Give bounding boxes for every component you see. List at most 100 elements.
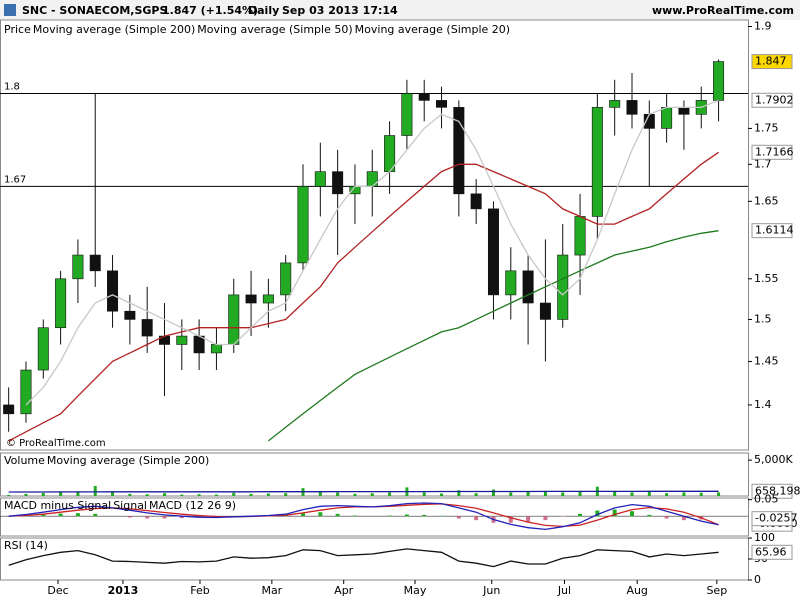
value-box-bg xyxy=(751,144,793,160)
x-tick-label: Mar xyxy=(261,584,282,597)
legend-entry: Moving average (Simple 50) xyxy=(197,23,352,36)
panel-frame xyxy=(0,497,749,537)
legend-entry: RSI (14) xyxy=(4,539,48,552)
volume-bar xyxy=(59,492,63,496)
candle-body xyxy=(37,327,49,371)
volume-bar xyxy=(578,491,582,496)
series-line xyxy=(8,490,719,493)
value-box: 1.6114 xyxy=(751,223,794,239)
candle-body xyxy=(678,107,690,115)
volume-bar xyxy=(318,490,322,496)
volume-bar xyxy=(630,492,634,496)
volume-bar xyxy=(249,493,253,496)
candle-body xyxy=(55,278,67,329)
histogram-bar xyxy=(93,513,98,517)
histogram-bar xyxy=(595,510,600,517)
candle-body xyxy=(418,93,430,101)
volume-bar xyxy=(543,490,547,496)
histogram-bar xyxy=(543,516,548,521)
candle-body xyxy=(453,107,465,195)
candle-body xyxy=(713,61,725,101)
legend-entry: MACD minus Signal xyxy=(4,499,111,512)
volume-bar xyxy=(440,493,444,496)
volume-bar xyxy=(388,492,392,496)
volume-bar xyxy=(145,494,149,496)
level-label: 1.67 xyxy=(4,174,26,185)
logo-icon xyxy=(4,4,16,16)
histogram-bar xyxy=(318,512,323,517)
candle-body xyxy=(193,335,205,354)
y-tick-label: 1.55 xyxy=(754,272,779,285)
volume-bar xyxy=(422,492,426,496)
value-box: -0.0257 xyxy=(751,511,797,527)
volume-bar xyxy=(613,490,617,496)
plot-area xyxy=(8,548,719,568)
candle-body xyxy=(297,186,309,264)
candle-body xyxy=(522,270,534,304)
value-box-label: 65.96 xyxy=(755,545,787,558)
volume-bar xyxy=(370,493,374,496)
candle-body xyxy=(557,254,569,320)
candle-body xyxy=(661,107,673,129)
candle-body xyxy=(3,404,15,415)
volume-bar xyxy=(457,490,461,496)
candle-body xyxy=(280,262,292,296)
panel-frame xyxy=(0,452,749,497)
candle-body xyxy=(210,344,222,354)
volume-bar xyxy=(526,491,530,496)
histogram-bar xyxy=(508,516,513,523)
value-box-label: 1.7166 xyxy=(755,145,794,158)
panel-frame xyxy=(0,19,749,451)
volume-bar xyxy=(682,492,686,496)
candle-body xyxy=(470,193,482,210)
histogram-bar xyxy=(301,512,306,517)
y-tick-label: 1.5 xyxy=(754,312,772,325)
histogram-bar xyxy=(664,516,669,519)
legend-entry: Volume xyxy=(4,454,45,467)
candle-body xyxy=(89,254,101,272)
histogram-bar xyxy=(179,516,184,519)
x-tick-label: Feb xyxy=(190,584,209,597)
histogram-bar xyxy=(681,516,686,521)
candle-body xyxy=(228,294,240,345)
candle-body xyxy=(141,319,153,337)
volume-bar xyxy=(214,494,218,496)
histogram-bar xyxy=(474,516,479,521)
series-line xyxy=(8,548,719,568)
candle-body xyxy=(332,171,344,195)
value-box: 1.7902 xyxy=(751,92,794,108)
plot-area xyxy=(0,502,748,531)
volume-bar xyxy=(561,492,565,496)
histogram-bar xyxy=(145,516,150,519)
value-box-label: 1.6114 xyxy=(755,224,794,237)
volume-bar xyxy=(24,493,28,496)
value-box-label: 1.847 xyxy=(755,55,787,68)
value-box: 1.7166 xyxy=(751,144,794,160)
candle-body xyxy=(539,302,551,320)
value-box-label: 1.7902 xyxy=(755,93,794,106)
histogram-bar xyxy=(162,516,167,519)
y-tick-label: 1.65 xyxy=(754,194,779,207)
level-label: 1.8 xyxy=(4,82,20,93)
value-box: 65.96 xyxy=(751,544,793,560)
candle-body xyxy=(591,107,603,217)
value-box: 1.847 xyxy=(751,54,793,70)
histogram-bar xyxy=(422,514,427,517)
legend-entry: Price xyxy=(4,23,31,36)
histogram-bar xyxy=(578,513,583,517)
candle-body xyxy=(366,171,378,187)
value-box-label: 658,198 xyxy=(755,484,800,497)
series-line xyxy=(8,151,719,442)
value-box-bg xyxy=(751,544,793,560)
legend-entry: Moving average (Simple 20) xyxy=(355,23,510,36)
volume-bar xyxy=(266,493,270,496)
volume-bar xyxy=(93,485,97,496)
volume-bar xyxy=(336,492,340,496)
candle-body xyxy=(314,171,326,187)
x-tick-label: Jun xyxy=(482,584,500,597)
candle-body xyxy=(176,335,188,345)
candle-body xyxy=(487,208,499,296)
series-line xyxy=(8,502,719,531)
